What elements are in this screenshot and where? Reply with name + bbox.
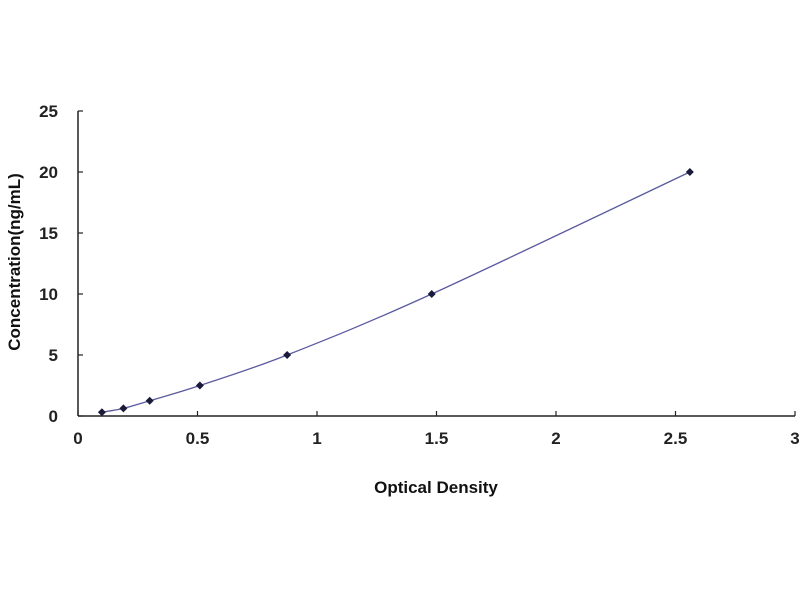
- data-point: [685, 168, 694, 176]
- data-point: [427, 290, 436, 298]
- x-tick-label: 2.5: [664, 429, 688, 448]
- y-tick-label: 25: [39, 102, 58, 121]
- data-point: [195, 381, 204, 390]
- x-tick-label: 1: [312, 429, 321, 448]
- y-tick-label: 0: [49, 407, 58, 426]
- fitted-curve: [101, 171, 691, 413]
- y-axis-label: Concentration(ng/mL): [5, 173, 24, 351]
- data-point: [97, 408, 106, 417]
- x-tick-label: 0.5: [186, 429, 210, 448]
- curve-line: [101, 171, 691, 413]
- data-point: [119, 404, 128, 413]
- y-tick-label: 5: [49, 346, 58, 365]
- data-point: [145, 396, 154, 405]
- x-tick-label: 1.5: [425, 429, 449, 448]
- y-tick-label: 15: [39, 224, 58, 243]
- x-tick-label: 3: [790, 429, 799, 448]
- x-tick-label: 2: [551, 429, 560, 448]
- x-axis-label: Optical Density: [374, 478, 498, 497]
- y-tick-label: 20: [39, 163, 58, 182]
- y-tick-label: 10: [39, 285, 58, 304]
- data-points: [97, 168, 694, 417]
- axes: 0 0.5 1 1.5 2 2.5 3 0 5 10 15 20 25: [39, 102, 800, 448]
- data-point: [283, 351, 292, 359]
- x-tick-label: 0: [73, 429, 82, 448]
